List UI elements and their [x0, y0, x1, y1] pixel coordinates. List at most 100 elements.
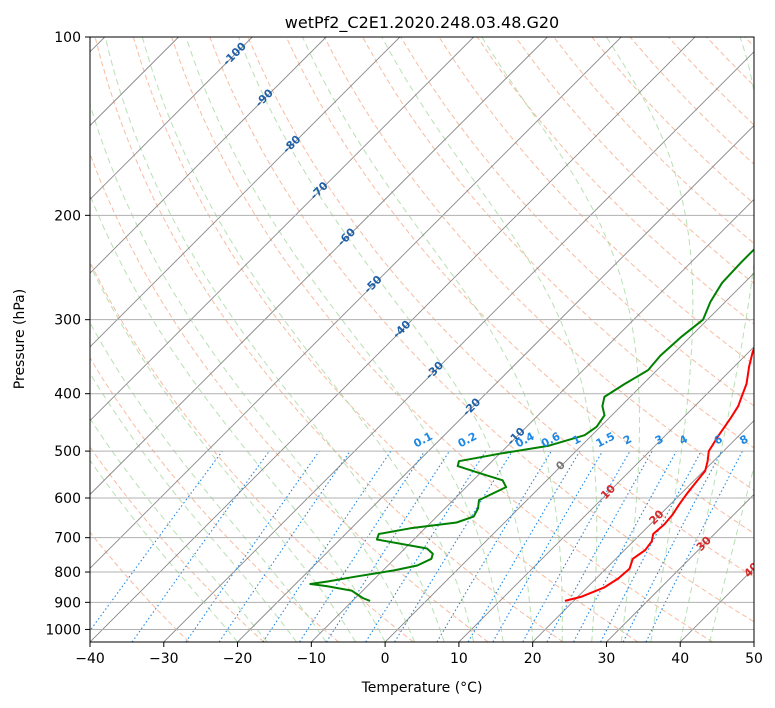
y-tick-label: 1000: [45, 622, 81, 638]
mixing-ratio-line: [325, 450, 450, 642]
dewpoint-profile: [309, 248, 754, 602]
isotherm-label: 10: [598, 482, 618, 502]
mixing-ratio-label: 0.2: [456, 430, 479, 451]
isotherm-line: [532, 420, 754, 642]
dry-adiabat-line: [515, 37, 754, 285]
moist-adiabats: [90, 37, 754, 642]
mixing-ratio-line: [90, 450, 223, 632]
moist-adiabat-line: [481, 37, 640, 642]
y-tick-label: 800: [54, 565, 81, 581]
plot-area: -100-90-80-70-60-50-40-30-20-10010203040…: [90, 37, 754, 642]
mixing-ratio-label: 0.1: [411, 430, 434, 451]
x-axis: −40 −30 −20 −10 0 10 20 30 40 50: [75, 642, 763, 667]
y-axis-label: Pressure (hPa): [12, 289, 28, 389]
mixing-ratio-line: [467, 450, 581, 642]
isotherm-line: [606, 493, 754, 642]
y-tick-label: 600: [54, 491, 81, 507]
moist-adiabat-line: [90, 263, 357, 642]
mixing-ratio-line: [522, 450, 631, 642]
dry-adiabats: [90, 37, 754, 642]
y-tick-label: 100: [54, 30, 81, 46]
mixing-ratio-line: [600, 450, 702, 642]
isotherm-line: [384, 272, 754, 642]
dry-adiabat-line: [323, 37, 754, 491]
moist-adiabat-line: [90, 459, 238, 642]
dry-adiabat-line: [362, 37, 754, 449]
isotherm-label: 0: [553, 458, 568, 473]
moist-adiabat-line: [238, 37, 534, 642]
isotherm-line: [90, 37, 548, 496]
x-tick-label: 30: [598, 651, 616, 667]
isotherm-line: [90, 37, 253, 200]
dry-adiabat-line: [591, 37, 754, 205]
moist-adiabat-line: [90, 417, 268, 642]
isotherm-label: -50: [361, 273, 384, 296]
isotherm-line: [163, 51, 754, 642]
x-tick-label: 40: [671, 651, 689, 667]
isotherm-line: [679, 567, 754, 642]
moist-adiabat-line: [605, 37, 694, 642]
mixing-ratio-label: 4: [677, 432, 690, 447]
isotherm-line: [753, 641, 754, 642]
dry-adiabat-line: [438, 37, 754, 366]
mixing-ratio-line: [262, 450, 392, 642]
mixing-ratio-line: [299, 450, 426, 642]
isotherm-line: [90, 37, 622, 569]
x-tick-label: −30: [149, 651, 179, 667]
pressure-gridlines: [90, 37, 754, 630]
mixing-ratio-label: 1: [570, 432, 583, 447]
isotherm-label: -60: [335, 225, 358, 248]
dry-adiabat-line: [90, 356, 339, 642]
dry-adiabat-line: [667, 37, 754, 126]
x-tick-label: 0: [381, 651, 390, 667]
mixing-ratio-lines: [90, 450, 743, 642]
moist-adiabat-line: [104, 37, 445, 642]
dry-adiabat-line: [90, 260, 414, 642]
y-tick-label: 500: [54, 444, 81, 460]
dry-adiabat-line: [706, 37, 754, 87]
mixing-ratio-label: 0.6: [539, 430, 563, 451]
mixing-ratio-line: [645, 450, 743, 642]
dry-adiabat-line: [90, 152, 489, 642]
moist-adiabat-line: [141, 37, 475, 642]
plot-frame: [89, 36, 755, 643]
y-tick-label: 900: [54, 595, 81, 611]
y-axis: 100 200 300 400 500 600 700 800 900 1000: [45, 30, 90, 638]
moist-adiabat-line: [381, 37, 598, 642]
dry-adiabat-line: [90, 446, 265, 642]
x-tick-label: 50: [745, 651, 763, 667]
mixing-ratio-line: [573, 450, 677, 642]
isotherm-line: [90, 37, 474, 422]
moist-adiabat-line: [709, 464, 754, 642]
chart-title: wetPf2_C2E1.2020.248.03.48.G20: [285, 13, 559, 33]
dry-adiabat-line: [744, 37, 754, 47]
dry-adiabat-line: [553, 37, 754, 245]
isotherm-line: [90, 37, 327, 274]
mixing-ratio-label: 8: [738, 432, 751, 447]
mixing-ratio-label: 3: [653, 432, 666, 447]
x-tick-label: −40: [75, 651, 105, 667]
isotherm-label: 30: [694, 534, 714, 554]
isotherm-line: [458, 346, 754, 642]
moist-adiabat-line: [302, 37, 563, 642]
isotherms: [90, 37, 754, 642]
y-tick-label: 700: [54, 531, 81, 547]
dry-adiabat-line: [171, 37, 713, 642]
mixing-ratio-label: 2: [621, 432, 634, 447]
isotherm-line: [90, 37, 401, 348]
profiles: [309, 248, 754, 602]
isotherm-line: [237, 124, 754, 642]
isotherm-label: -30: [423, 359, 446, 382]
moist-adiabat-line: [90, 102, 416, 642]
isotherm-line: [90, 37, 696, 642]
x-tick-label: −20: [223, 651, 253, 667]
y-tick-label: 300: [54, 313, 81, 329]
x-axis-label: Temperature (°C): [361, 680, 483, 696]
mixing-ratio-line: [185, 450, 320, 642]
moist-adiabat-line: [90, 193, 386, 642]
dry-adiabat-line: [132, 37, 639, 642]
mixing-ratio-label: 6: [712, 432, 725, 447]
mixing-ratio-line: [131, 450, 270, 642]
temperature-profile: [564, 346, 754, 602]
